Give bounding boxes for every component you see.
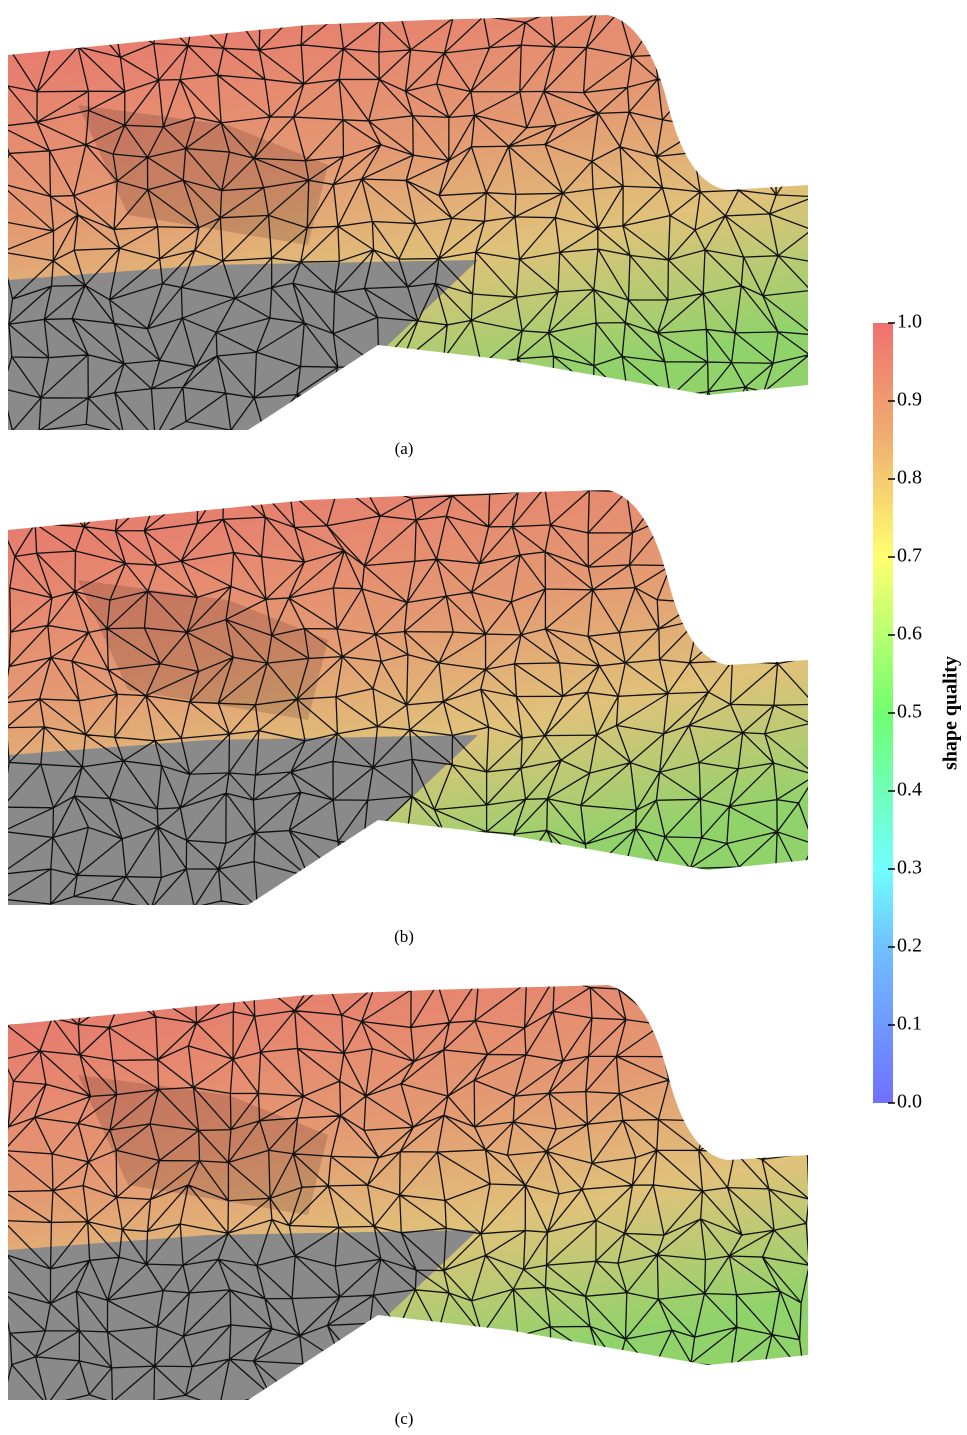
colorbar-tick-label: 0.1 — [897, 1013, 922, 1035]
mesh-body — [0, 481, 818, 912]
mesh-render — [0, 481, 818, 912]
colorbar-tick-label: 0.6 — [897, 623, 922, 645]
colorbar-tick-label: 0.4 — [897, 779, 922, 801]
colorbar-tick-label: 0.3 — [897, 857, 922, 879]
colorbar-label: shape quality — [940, 656, 962, 770]
colorbar-tick-label: 0.5 — [897, 701, 922, 723]
mesh-body — [0, 7, 815, 439]
colorbar-tick-label: 0.9 — [897, 389, 922, 411]
colorbar-tick-label: 1.0 — [897, 311, 922, 333]
panel-caption: (c) — [395, 1409, 414, 1428]
colorbar-tick-label: 0.7 — [897, 545, 922, 567]
figure: shape quality (a) (b) (c) 0.0 0.1 0.2 0.3 0.4 0.… — [0, 0, 967, 1435]
colorbar-tick-label: 0.0 — [897, 1091, 922, 1113]
mesh-body — [1, 977, 817, 1409]
mesh-render — [0, 7, 815, 439]
mesh-render — [1, 977, 817, 1409]
panel-caption: (b) — [394, 927, 414, 946]
colorbar-tick-label: 0.8 — [897, 467, 922, 489]
colorbar-tick-label: 0.2 — [897, 935, 922, 957]
panel-caption: (a) — [395, 439, 414, 458]
